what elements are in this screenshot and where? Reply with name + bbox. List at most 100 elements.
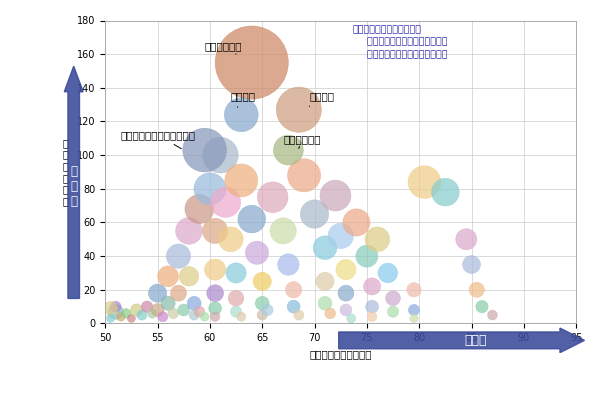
Ellipse shape bbox=[278, 254, 299, 275]
Text: 円の大きさ：有効特許件数
     縦軸：権利者スコア（総合力）
     横軸：スコア最高値（個別力）: 円の大きさ：有効特許件数 縦軸：権利者スコア（総合力） 横軸：スコア最高値（個別… bbox=[352, 25, 448, 59]
Ellipse shape bbox=[262, 304, 273, 316]
Ellipse shape bbox=[170, 285, 187, 301]
Ellipse shape bbox=[224, 98, 258, 132]
Ellipse shape bbox=[469, 282, 484, 297]
Text: 凸版印刷: 凸版印刷 bbox=[231, 92, 256, 107]
Ellipse shape bbox=[365, 300, 379, 313]
Ellipse shape bbox=[127, 314, 136, 322]
Ellipse shape bbox=[104, 301, 118, 315]
Ellipse shape bbox=[166, 244, 191, 268]
Ellipse shape bbox=[148, 308, 157, 318]
Ellipse shape bbox=[287, 159, 320, 192]
Ellipse shape bbox=[325, 308, 335, 319]
Ellipse shape bbox=[328, 223, 353, 249]
Ellipse shape bbox=[202, 218, 228, 244]
Ellipse shape bbox=[137, 310, 147, 320]
Ellipse shape bbox=[340, 304, 352, 316]
Ellipse shape bbox=[356, 245, 378, 267]
Ellipse shape bbox=[313, 236, 337, 259]
Ellipse shape bbox=[257, 182, 288, 213]
Ellipse shape bbox=[270, 218, 296, 244]
Ellipse shape bbox=[367, 312, 377, 322]
Ellipse shape bbox=[456, 229, 477, 250]
Ellipse shape bbox=[161, 296, 175, 310]
Ellipse shape bbox=[257, 310, 267, 320]
Ellipse shape bbox=[276, 87, 322, 132]
Ellipse shape bbox=[116, 312, 125, 321]
Ellipse shape bbox=[230, 306, 242, 317]
Ellipse shape bbox=[108, 304, 123, 319]
Ellipse shape bbox=[338, 285, 354, 301]
Ellipse shape bbox=[410, 314, 418, 323]
Text: 個別力: 個別力 bbox=[464, 334, 487, 347]
Ellipse shape bbox=[218, 227, 243, 252]
Ellipse shape bbox=[318, 297, 332, 310]
Ellipse shape bbox=[316, 272, 334, 291]
Ellipse shape bbox=[176, 218, 202, 244]
Ellipse shape bbox=[215, 26, 289, 99]
Ellipse shape bbox=[488, 310, 497, 320]
Ellipse shape bbox=[225, 164, 258, 197]
Ellipse shape bbox=[148, 284, 167, 302]
Ellipse shape bbox=[187, 297, 201, 310]
Ellipse shape bbox=[211, 312, 220, 322]
Ellipse shape bbox=[228, 291, 244, 306]
Ellipse shape bbox=[388, 306, 398, 317]
Ellipse shape bbox=[151, 304, 164, 316]
Ellipse shape bbox=[407, 283, 421, 297]
Ellipse shape bbox=[106, 314, 115, 322]
Ellipse shape bbox=[158, 312, 168, 322]
Ellipse shape bbox=[130, 304, 143, 316]
Ellipse shape bbox=[200, 312, 209, 321]
Text: マンダム: マンダム bbox=[310, 92, 334, 106]
FancyArrow shape bbox=[338, 328, 584, 353]
Ellipse shape bbox=[207, 285, 223, 302]
Ellipse shape bbox=[238, 205, 266, 233]
Ellipse shape bbox=[189, 310, 199, 320]
Ellipse shape bbox=[158, 266, 178, 287]
Ellipse shape bbox=[336, 259, 356, 280]
Ellipse shape bbox=[409, 304, 419, 316]
Ellipse shape bbox=[245, 241, 269, 264]
Ellipse shape bbox=[364, 278, 380, 295]
Ellipse shape bbox=[476, 300, 488, 313]
Ellipse shape bbox=[256, 297, 269, 310]
Ellipse shape bbox=[205, 259, 226, 280]
Ellipse shape bbox=[226, 263, 246, 283]
Ellipse shape bbox=[301, 200, 329, 228]
Ellipse shape bbox=[110, 301, 121, 312]
Ellipse shape bbox=[320, 180, 351, 211]
Ellipse shape bbox=[386, 291, 400, 306]
Ellipse shape bbox=[274, 135, 304, 165]
Ellipse shape bbox=[408, 166, 441, 199]
Ellipse shape bbox=[463, 256, 481, 273]
Ellipse shape bbox=[343, 209, 370, 236]
Ellipse shape bbox=[431, 178, 459, 206]
Ellipse shape bbox=[209, 302, 221, 315]
Ellipse shape bbox=[168, 308, 179, 319]
Ellipse shape bbox=[211, 187, 241, 217]
Ellipse shape bbox=[237, 312, 246, 321]
FancyArrow shape bbox=[64, 66, 83, 298]
Ellipse shape bbox=[378, 263, 398, 283]
Ellipse shape bbox=[203, 137, 238, 173]
Ellipse shape bbox=[287, 300, 300, 313]
Ellipse shape bbox=[142, 301, 153, 312]
Ellipse shape bbox=[253, 272, 271, 291]
Ellipse shape bbox=[194, 306, 205, 317]
X-axis label: パテントスコア最高値: パテントスコア最高値 bbox=[310, 349, 372, 359]
Ellipse shape bbox=[294, 310, 304, 320]
Ellipse shape bbox=[365, 227, 389, 252]
Text: 三井金属鉱業: 三井金属鉱業 bbox=[283, 134, 320, 148]
Text: 権
利
者
ス
コ
ア: 権 利 者 ス コ ア bbox=[62, 138, 68, 206]
Text: 総
合
力: 総 合 力 bbox=[70, 165, 77, 208]
Ellipse shape bbox=[178, 304, 190, 316]
Ellipse shape bbox=[179, 267, 199, 286]
Text: 三菱商事ライフサイエンス: 三菱商事ライフサイエンス bbox=[121, 130, 196, 149]
Ellipse shape bbox=[185, 195, 214, 224]
Ellipse shape bbox=[183, 128, 226, 172]
Ellipse shape bbox=[286, 282, 302, 298]
Text: 三菱ガス化学: 三菱ガス化学 bbox=[205, 41, 242, 54]
Ellipse shape bbox=[194, 173, 226, 205]
Ellipse shape bbox=[121, 308, 131, 318]
